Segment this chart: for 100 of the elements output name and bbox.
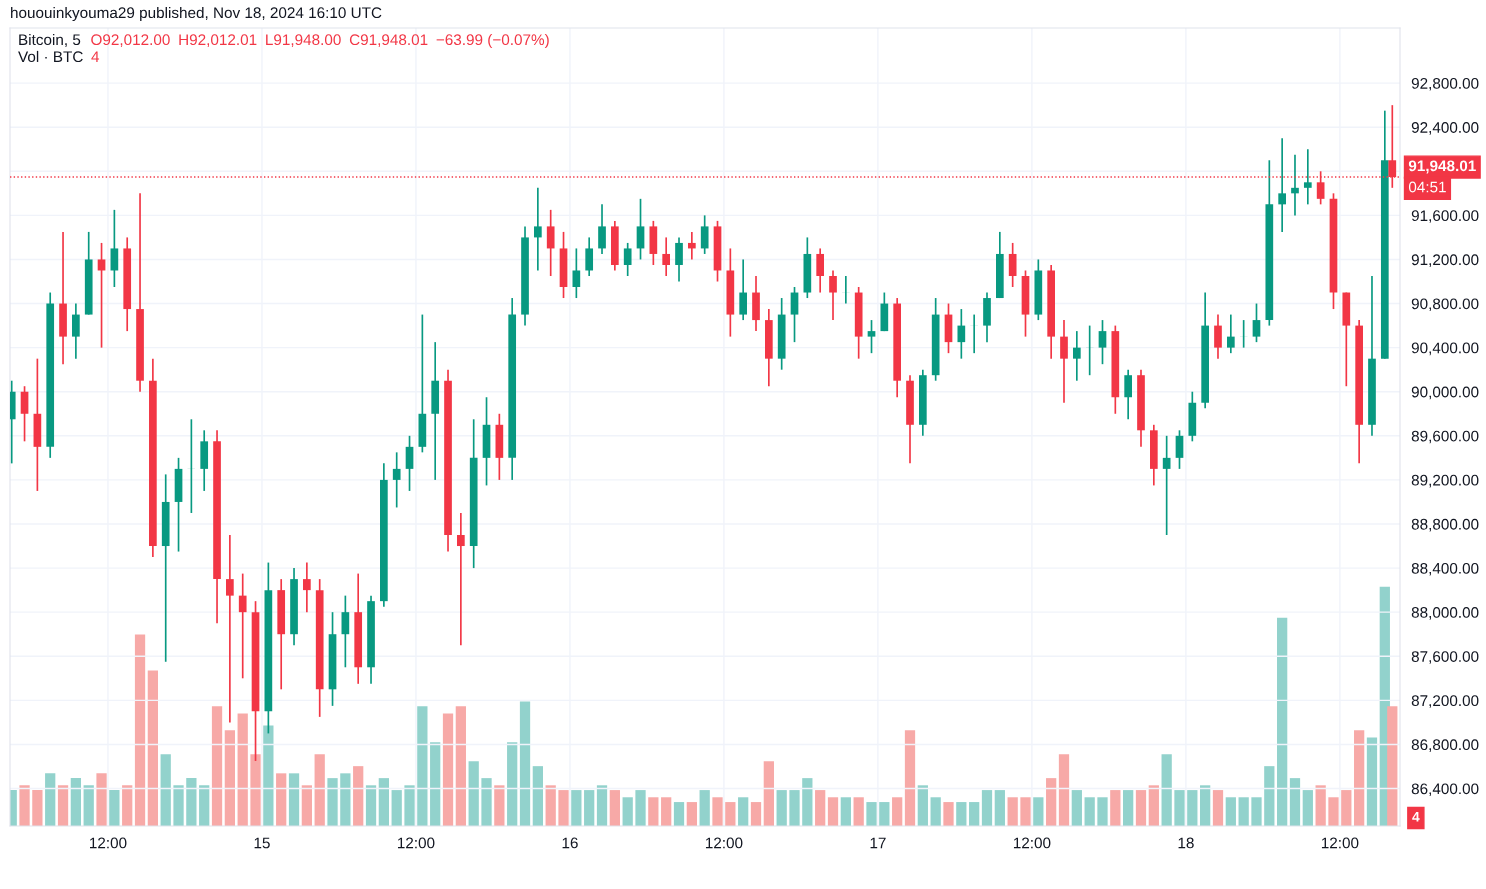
bar	[455, 706, 466, 826]
candlestick	[110, 209, 119, 288]
candlestick	[405, 434, 414, 492]
bar	[699, 790, 710, 826]
bar	[340, 773, 351, 826]
candlestick	[572, 247, 581, 299]
candlestick	[1162, 434, 1171, 536]
bar	[1315, 785, 1326, 826]
bar	[1302, 790, 1313, 826]
bar	[134, 634, 146, 826]
candlestick	[392, 451, 401, 509]
bar	[1238, 797, 1249, 826]
candlestick	[97, 242, 106, 349]
bar	[609, 790, 620, 826]
bar	[1161, 754, 1172, 826]
y-tick-label: 88,800.00	[1411, 518, 1479, 532]
candlestick	[1291, 153, 1299, 217]
candlestick	[957, 308, 966, 360]
bar	[1289, 778, 1301, 826]
candlestick	[1214, 313, 1222, 360]
annotation: 4	[91, 51, 100, 62]
candlestick	[1175, 429, 1184, 470]
bar	[1354, 730, 1365, 826]
ref-line-label: 91,948.01	[1408, 160, 1476, 174]
bar	[1020, 797, 1031, 826]
bar	[83, 785, 94, 826]
x-tick-label: 17	[870, 837, 886, 849]
bar	[237, 713, 248, 826]
chart-subtitle: hououinkyouma29 published, Nov 18, 2024 16:10 UTC	[11, 6, 382, 22]
y-tick-label: 90,800.00	[1411, 298, 1479, 312]
bar	[199, 785, 210, 826]
bar	[365, 785, 377, 826]
bar	[70, 778, 82, 826]
candlestick	[1226, 313, 1235, 354]
candlestick	[739, 258, 748, 321]
bar	[1084, 797, 1095, 826]
annotation: L91,948.00	[266, 34, 341, 47]
bar	[147, 670, 158, 826]
bar	[725, 802, 736, 826]
y-tick-label: 91,600.00	[1411, 210, 1479, 223]
candlestick	[1303, 148, 1312, 206]
x-tick-label: 15	[254, 837, 270, 849]
candlestick	[636, 198, 645, 261]
bar	[622, 797, 633, 826]
bar	[1071, 790, 1082, 826]
bar	[404, 785, 415, 826]
bar	[904, 730, 916, 826]
candlestick	[816, 247, 825, 294]
candlestick	[341, 594, 350, 669]
bar	[1058, 754, 1070, 826]
x-tick-label: 12:00	[1013, 837, 1051, 849]
y-tick-label: 92,800.00	[1411, 77, 1479, 91]
bar	[1341, 790, 1352, 826]
bar	[1046, 778, 1057, 826]
bar	[1097, 797, 1108, 826]
x-tick-label: 12:00	[90, 837, 127, 849]
bar	[430, 742, 441, 826]
bar	[596, 785, 608, 826]
y-tick-label: 92,400.00	[1411, 122, 1479, 135]
bar	[288, 773, 300, 826]
annotation: −63.99 (−0.07%)	[436, 33, 549, 49]
bar	[750, 802, 762, 826]
candlestick	[829, 269, 837, 321]
bar	[532, 766, 543, 826]
candlestick	[1278, 137, 1286, 233]
bar	[930, 797, 941, 826]
bar	[327, 778, 338, 826]
bar	[250, 754, 261, 826]
bar	[1135, 790, 1147, 826]
bar	[635, 790, 646, 826]
bar	[442, 713, 454, 826]
bar	[391, 790, 402, 826]
candlestick	[72, 302, 80, 360]
bar	[263, 725, 274, 826]
bar	[661, 797, 672, 826]
bar	[211, 706, 223, 826]
candlestick	[226, 534, 234, 724]
candlestick	[303, 561, 311, 614]
bar	[1264, 766, 1275, 826]
candlestick	[20, 385, 29, 443]
candlestick	[790, 286, 799, 343]
bar	[1007, 797, 1018, 826]
bar	[648, 797, 659, 826]
candlestick	[675, 236, 683, 283]
candlestick	[970, 313, 979, 354]
y-tick-label: 87,200.00	[1411, 695, 1479, 708]
bar	[1187, 790, 1198, 826]
bar	[1110, 790, 1121, 826]
candlestick	[662, 236, 671, 277]
y-tick-label: 87,600.00	[1411, 651, 1479, 664]
candlestick	[1060, 319, 1068, 404]
x-tick-label: 12:00	[1321, 837, 1359, 849]
bar	[789, 790, 800, 826]
bar	[763, 761, 774, 826]
bar	[1251, 797, 1262, 826]
bar	[1387, 706, 1398, 826]
bar	[584, 790, 595, 826]
bar	[417, 706, 428, 826]
bar	[686, 802, 697, 826]
y-tick-label: 90,400.00	[1411, 342, 1479, 356]
